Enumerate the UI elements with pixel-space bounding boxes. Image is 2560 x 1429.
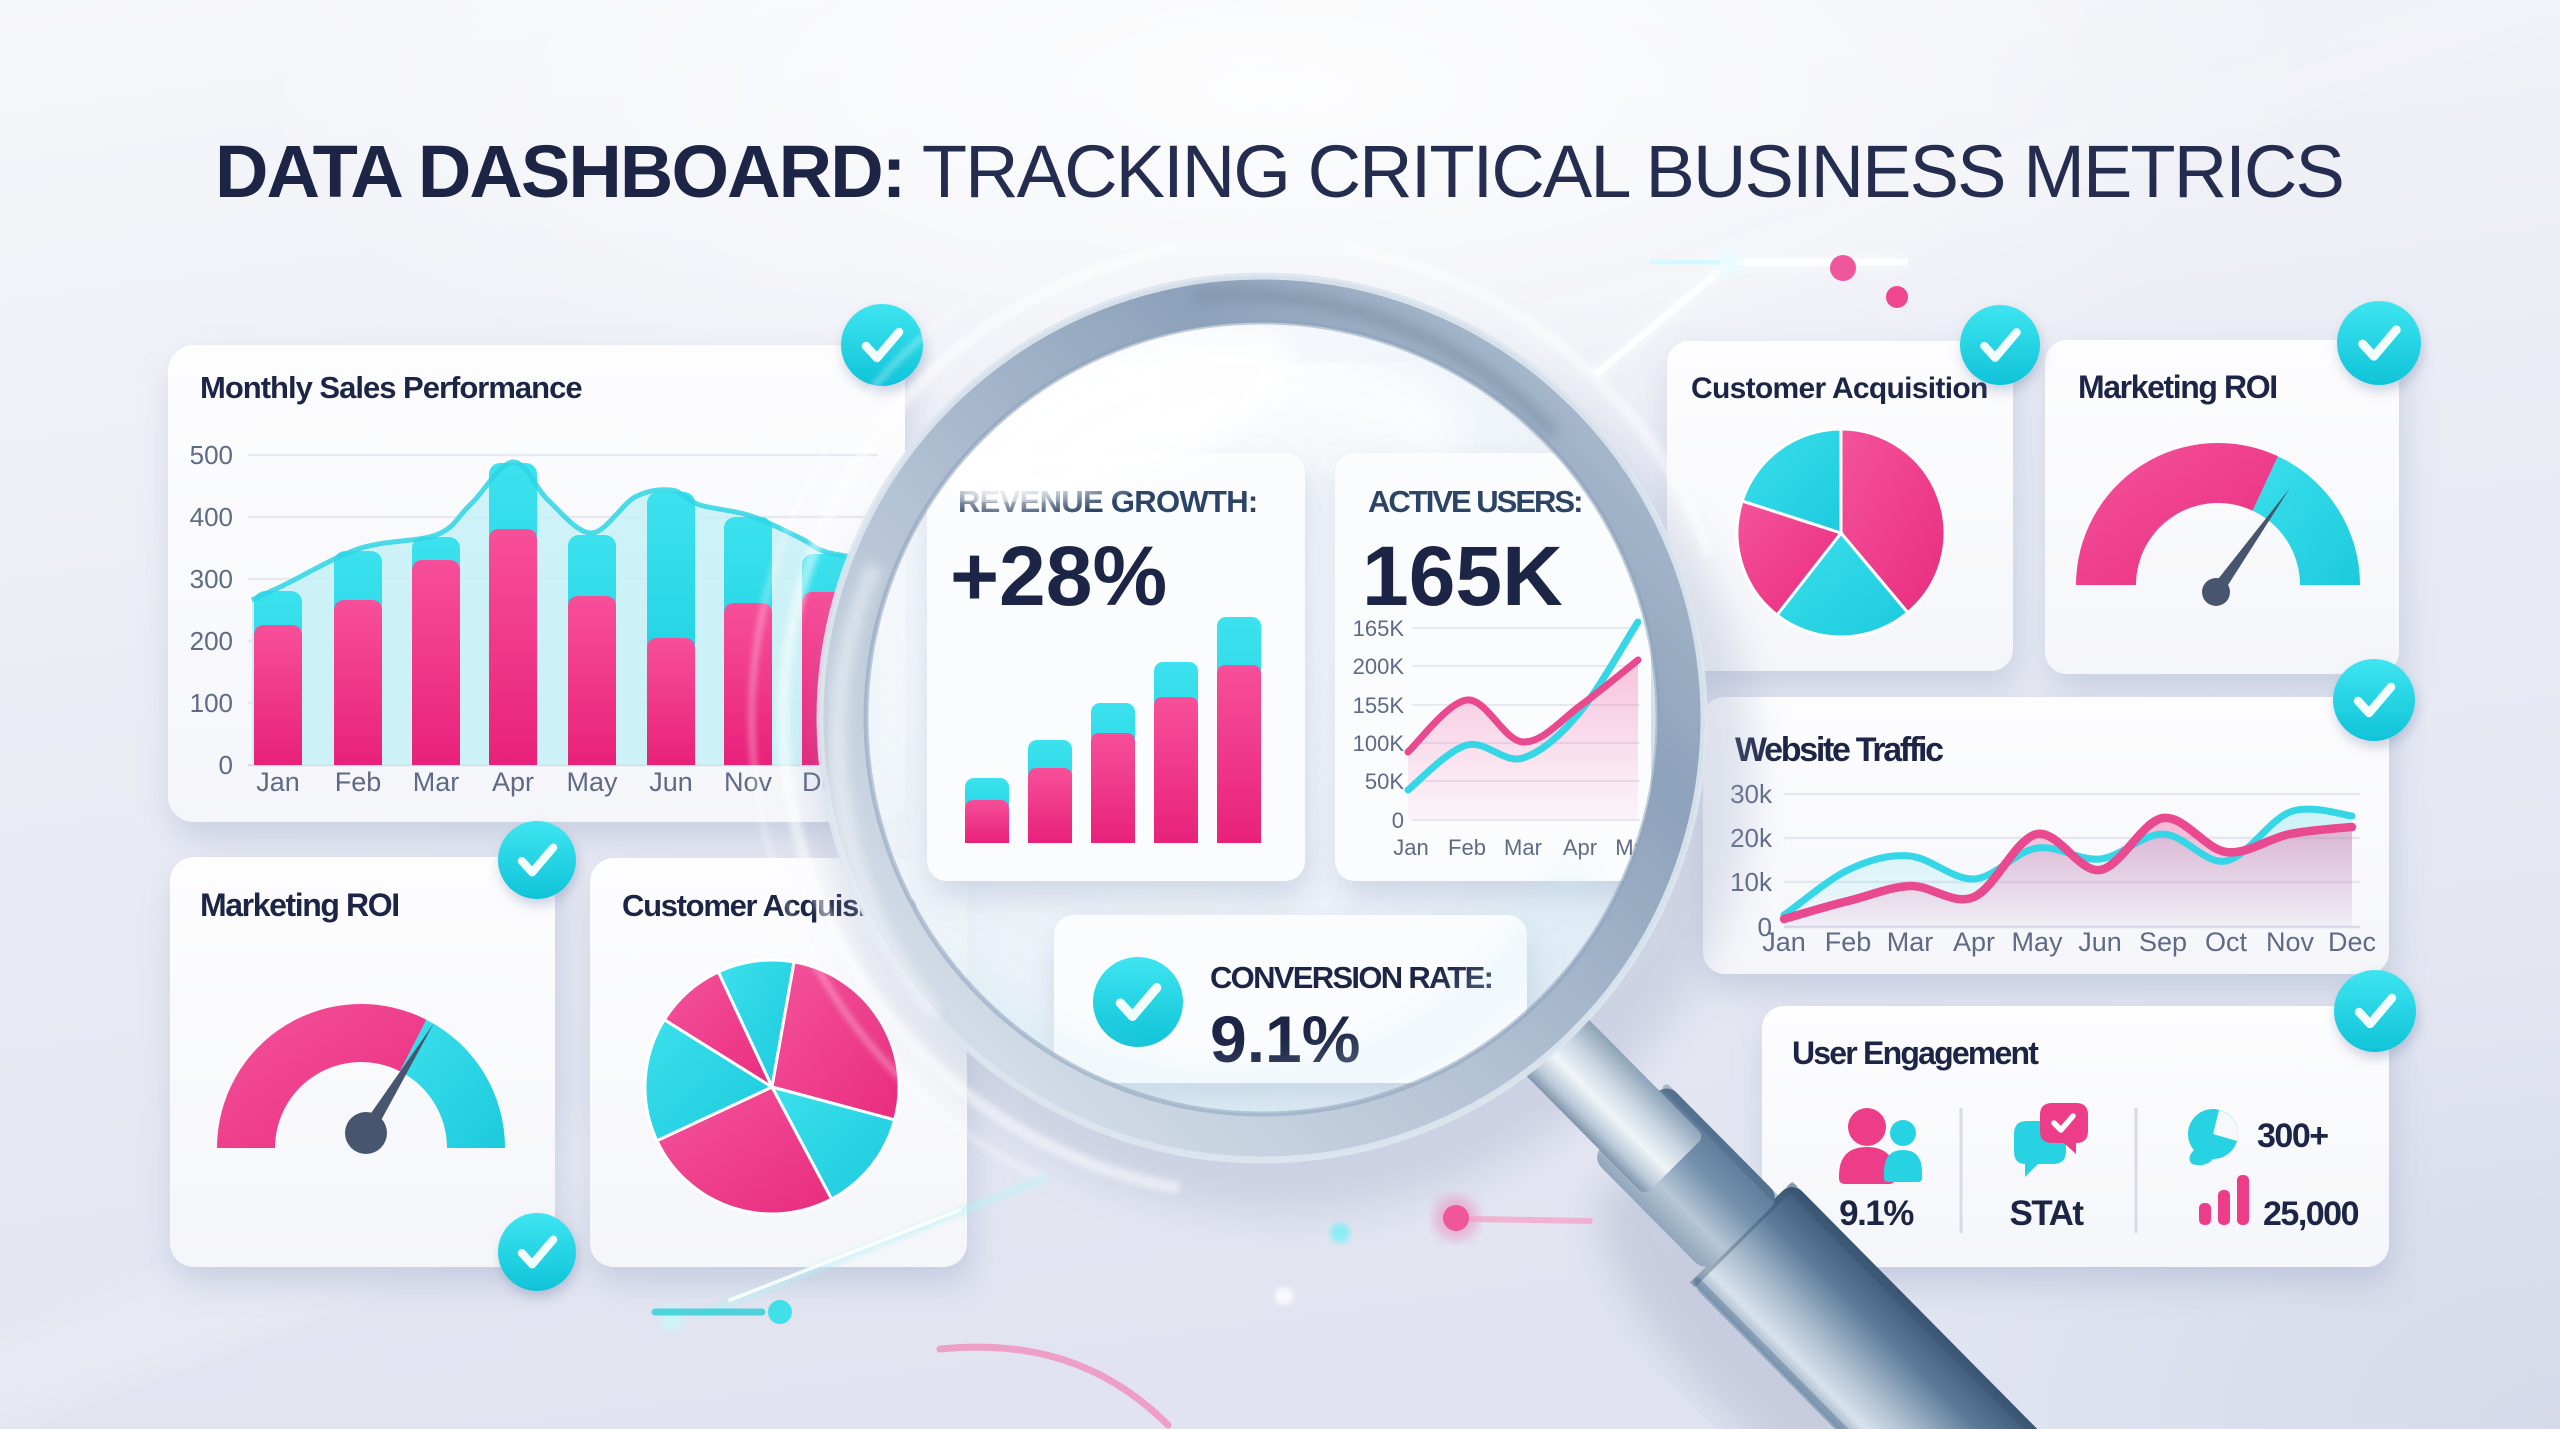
svg-text:0: 0 <box>1758 912 1772 942</box>
svg-text:Nov: Nov <box>724 767 773 797</box>
svg-text:Customer Acquisition: Customer Acquisition <box>1691 372 1988 405</box>
svg-text:Jun: Jun <box>2078 927 2122 957</box>
svg-text:Sep: Sep <box>2139 927 2187 957</box>
svg-text:9.1%: 9.1% <box>1839 1194 1914 1233</box>
svg-text:Marketing ROI: Marketing ROI <box>2078 369 2277 405</box>
svg-text:Jan: Jan <box>1762 927 1806 957</box>
svg-text:200K: 200K <box>1353 654 1405 679</box>
svg-text:165K: 165K <box>1353 616 1405 641</box>
svg-text:Feb: Feb <box>1448 835 1486 860</box>
svg-text:Mar: Mar <box>1504 835 1542 860</box>
svg-text:CONVERSION RATE:: CONVERSION RATE: <box>1210 960 1492 995</box>
svg-text:100K: 100K <box>1353 731 1405 756</box>
svg-text:Apr: Apr <box>492 767 534 797</box>
svg-text:0: 0 <box>219 750 233 780</box>
svg-text:25,000: 25,000 <box>2263 1195 2359 1233</box>
svg-text:Oct: Oct <box>2205 927 2248 957</box>
svg-text:Jan: Jan <box>256 767 300 797</box>
svg-text:User Engagement: User Engagement <box>1792 1035 2039 1071</box>
svg-text:+28%: +28% <box>950 529 1167 623</box>
svg-text:Jan: Jan <box>1393 835 1428 860</box>
svg-text:May: May <box>566 767 618 797</box>
svg-text:DATA DASHBOARD: TRACKING CRITI: DATA DASHBOARD: TRACKING CRITICAL BUSINE… <box>215 130 2343 213</box>
svg-text:165K: 165K <box>1362 529 1563 623</box>
svg-text:Jun: Jun <box>649 767 693 797</box>
svg-text:Website Traffic: Website Traffic <box>1735 731 1943 769</box>
svg-text:Feb: Feb <box>335 767 382 797</box>
svg-text:Monthly Sales Performance: Monthly Sales Performance <box>200 370 582 405</box>
svg-text:STAt: STAt <box>2009 1194 2084 1233</box>
svg-text:Apr: Apr <box>1953 927 1995 957</box>
svg-text:50K: 50K <box>1365 769 1404 794</box>
svg-text:Mar: Mar <box>1887 927 1934 957</box>
svg-text:Feb: Feb <box>1825 927 1872 957</box>
svg-text:May: May <box>2011 927 2063 957</box>
svg-text:100: 100 <box>190 688 233 718</box>
svg-text:155K: 155K <box>1353 693 1405 718</box>
svg-text:500: 500 <box>190 440 233 470</box>
svg-text:ACTIVE USERS:: ACTIVE USERS: <box>1368 484 1581 519</box>
svg-text:Marketing ROI: Marketing ROI <box>200 887 399 923</box>
svg-text:300: 300 <box>190 564 233 594</box>
svg-text:Nov: Nov <box>2266 927 2315 957</box>
svg-text:0: 0 <box>1392 808 1404 833</box>
svg-text:Mar: Mar <box>413 767 460 797</box>
svg-text:Apr: Apr <box>1563 835 1597 860</box>
svg-text:300+: 300+ <box>2257 1117 2328 1155</box>
svg-text:400: 400 <box>190 502 233 532</box>
svg-text:200: 200 <box>190 626 233 656</box>
svg-text:Dec: Dec <box>2328 927 2376 957</box>
